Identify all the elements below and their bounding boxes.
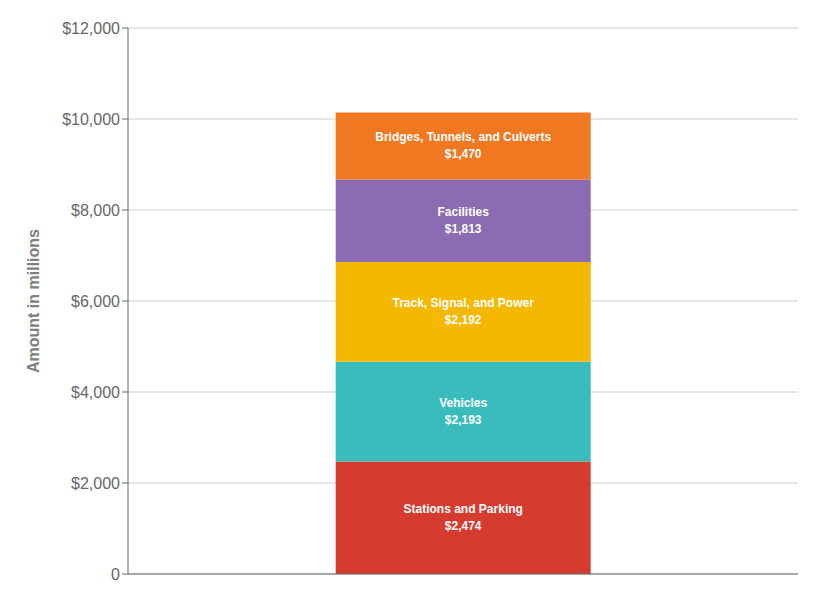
svg-text:Bridges, Tunnels, and Culverts: Bridges, Tunnels, and Culverts$1,470 — [375, 130, 551, 161]
svg-text:Amount in millions: Amount in millions — [25, 229, 42, 373]
svg-text:Vehicles$2,193: Vehicles$2,193 — [439, 396, 487, 427]
svg-text:$6,000: $6,000 — [71, 293, 120, 310]
svg-text:$8,000: $8,000 — [71, 202, 120, 219]
svg-text:$4,000: $4,000 — [71, 384, 120, 401]
svg-text:$2,000: $2,000 — [71, 475, 120, 492]
svg-text:Facilities$1,813: Facilities$1,813 — [438, 205, 490, 236]
svg-text:$12,000: $12,000 — [62, 20, 120, 37]
svg-text:Track, Signal, and Power$2,192: Track, Signal, and Power$2,192 — [393, 296, 535, 327]
svg-text:$10,000: $10,000 — [62, 111, 120, 128]
svg-text:Stations and Parking$2,474: Stations and Parking$2,474 — [404, 502, 523, 533]
svg-text:0: 0 — [111, 566, 120, 583]
